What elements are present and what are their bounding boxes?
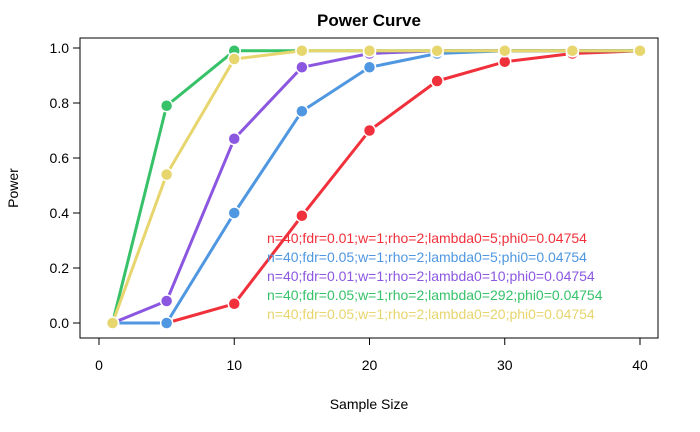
x-tick-label: 10 [226,357,242,373]
series-5 [105,44,647,330]
data-point [498,55,512,69]
axes: 0 10 20 30 40 0.0 0.2 0.4 0.6 0.8 1.0 [50,40,648,373]
y-tick-label: 0.6 [50,150,70,166]
legend-entry: n=40;fdr=0.05;w=1;rho=2;lambda0=292;phi0… [267,287,603,303]
x-tick-label: 30 [497,357,513,373]
y-tick-label: 0.0 [50,315,70,331]
legend-entry: n=40;fdr=0.01;w=1;rho=2;lambda0=10;phi0=… [267,268,595,284]
data-point [295,209,309,223]
data-point [295,104,309,118]
data-point [295,60,309,74]
data-point [633,44,647,58]
data-point [227,132,241,146]
data-point [227,52,241,66]
data-point [227,206,241,220]
data-point [159,316,174,330]
x-tick-label: 0 [95,357,103,373]
data-point [159,294,174,308]
series-layer [105,44,647,330]
x-tick-label: 20 [362,357,378,373]
legend-entry: n=40;fdr=0.01;w=1;rho=2;lambda0=5;phi0=0… [267,230,587,246]
data-point [498,44,512,58]
data-point [295,44,309,58]
legend: n=40;fdr=0.01;w=1;rho=2;lambda0=5;phi0=0… [267,230,603,322]
y-tick-label: 0.8 [50,95,70,111]
data-point [159,167,174,182]
x-tick-label: 40 [632,357,648,373]
data-point [227,297,241,311]
data-point [159,99,174,113]
legend-entry: n=40;fdr=0.05;w=1;rho=2;lambda0=5;phi0=0… [267,249,587,265]
data-point [430,74,444,88]
chart-title: Power Curve [317,11,421,30]
data-point [362,44,377,58]
y-tick-label: 0.2 [50,260,70,276]
data-point [362,60,377,74]
data-point [565,44,580,58]
y-tick-label: 1.0 [50,40,70,56]
legend-entry: n=40;fdr=0.05;w=1;rho=2;lambda0=20;phi0=… [267,306,595,322]
x-axis-label: Sample Size [330,396,409,412]
y-tick-label: 0.4 [50,205,70,221]
y-axis-label: Power [5,168,21,208]
data-point [362,123,377,138]
data-point [430,44,444,58]
data-point [105,316,120,330]
